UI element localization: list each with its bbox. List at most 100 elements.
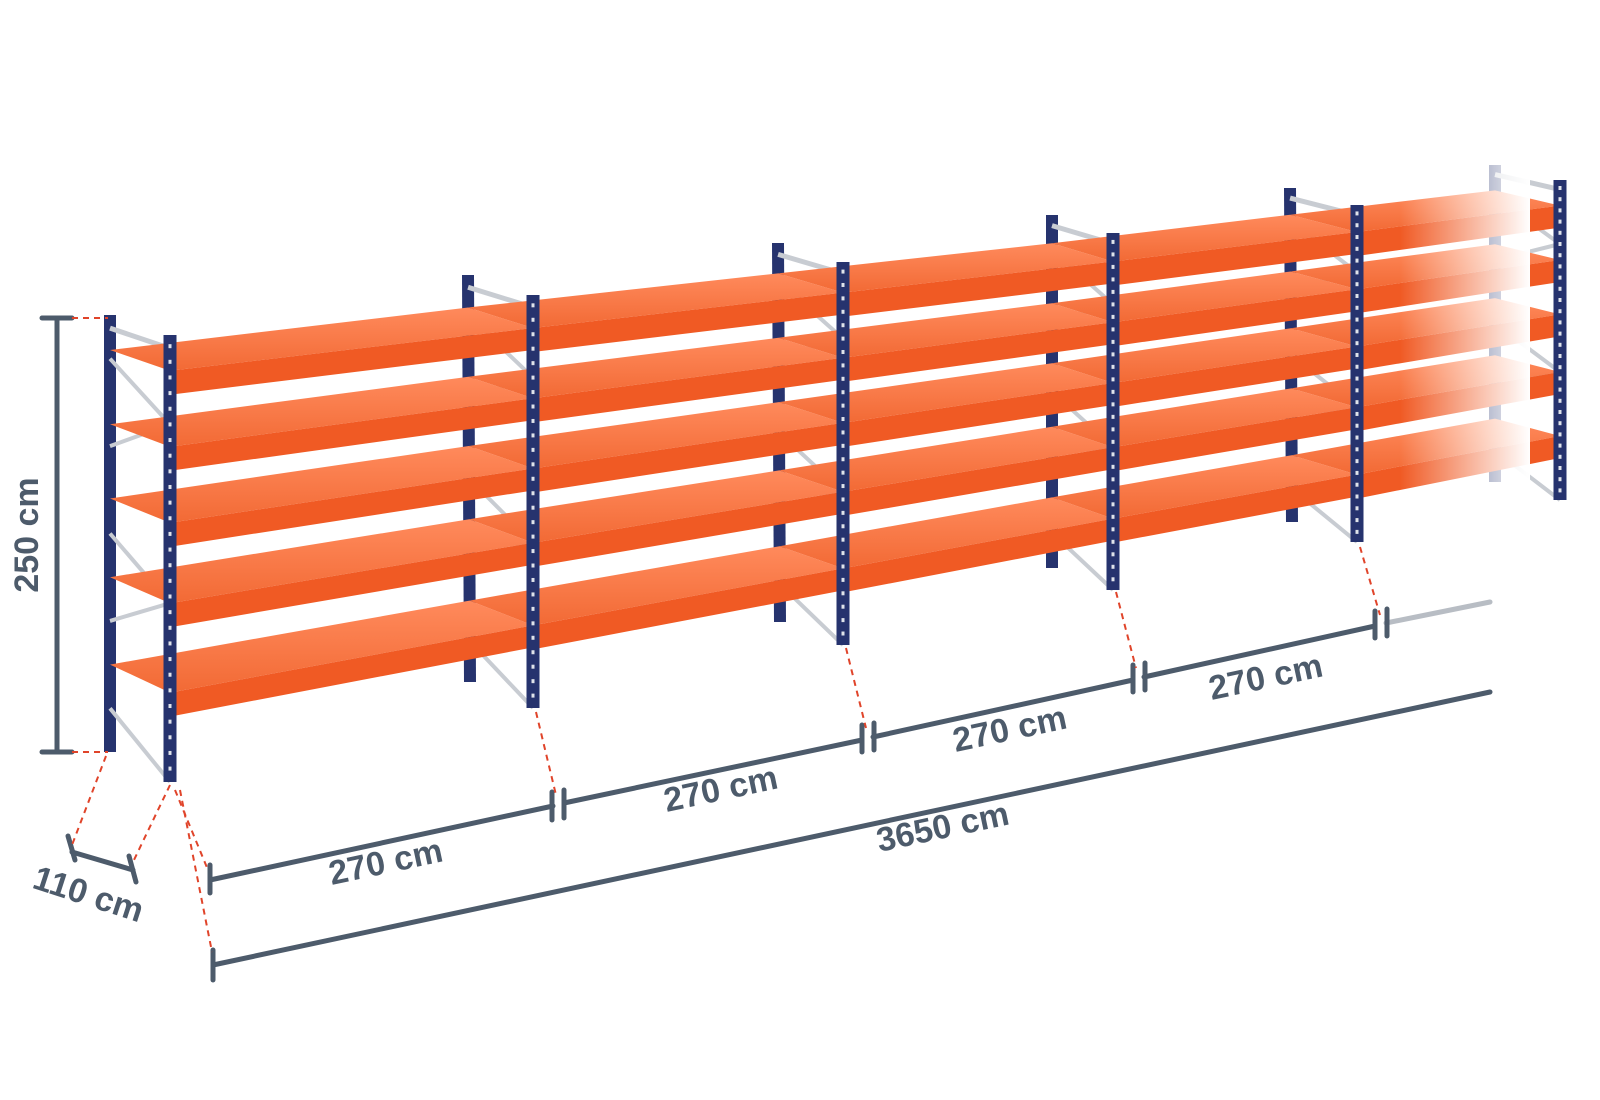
shelf-beam <box>170 625 533 717</box>
upright-hole <box>1558 186 1562 190</box>
upright-hole <box>841 457 845 462</box>
upright-hole <box>1111 452 1115 457</box>
upright-hole <box>1558 477 1562 482</box>
upright-hole <box>168 453 172 458</box>
upright-hole <box>168 625 172 630</box>
upright-hole <box>1355 282 1359 287</box>
upright-hole <box>1558 286 1562 291</box>
shelf-deck <box>779 497 1113 569</box>
upright-hole <box>841 443 845 448</box>
upright-hole <box>531 664 535 669</box>
upright-hole <box>1355 529 1359 534</box>
upright-hole <box>1558 253 1562 258</box>
upright-hole <box>168 516 172 521</box>
shelf-deck <box>468 273 843 329</box>
depth-dimension: 110 cm <box>29 755 171 930</box>
upright-hole <box>1355 352 1359 357</box>
shelf-beam <box>170 542 533 628</box>
upright-hole <box>1558 320 1562 325</box>
fade-overlay <box>1400 150 1530 670</box>
shelf-deck <box>1052 388 1357 448</box>
upright-hole <box>841 484 845 489</box>
upright-hole <box>531 447 535 452</box>
upright-hole <box>1355 223 1359 228</box>
upright-hole <box>841 403 845 408</box>
upright-hole <box>168 359 172 364</box>
height-label: 250 cm <box>8 477 46 592</box>
upright-hole <box>1111 527 1115 532</box>
upright-hole <box>531 462 535 467</box>
shelf-beam <box>533 568 843 650</box>
shelf-deck <box>1052 214 1357 262</box>
upright-hole <box>531 577 535 582</box>
shelf-deck <box>778 363 1113 423</box>
upright-hole <box>531 491 535 496</box>
shelf-deck <box>110 445 533 523</box>
upright-hole <box>168 391 172 396</box>
upright-hole <box>531 361 535 366</box>
upright-hole <box>1111 302 1115 307</box>
upright-hole <box>841 323 845 328</box>
upright-hole <box>168 547 172 552</box>
upright-hole <box>841 350 845 355</box>
shelf-deck <box>110 307 533 371</box>
upright-hole <box>1355 341 1359 346</box>
upright-hole <box>1355 317 1359 322</box>
upright-hole <box>841 430 845 435</box>
upright-hole <box>841 497 845 502</box>
shelf-beam <box>843 261 1113 317</box>
upright-hole <box>168 563 172 568</box>
upright-hole <box>1355 293 1359 298</box>
shelf-beam <box>843 322 1113 382</box>
upright-hole <box>1558 298 1562 302</box>
shelf-deck <box>1052 328 1357 383</box>
upright-hole <box>1111 339 1115 344</box>
upright-hole <box>1355 423 1359 428</box>
upright-hole <box>1111 277 1115 282</box>
upright-hole <box>1355 376 1359 381</box>
upright-hole <box>531 606 535 611</box>
upright-hole <box>168 657 172 662</box>
upright-hole <box>531 317 535 322</box>
upright-hole <box>168 594 172 599</box>
upright-hole <box>841 591 845 596</box>
upright-hole <box>1355 494 1359 499</box>
total-label: 3650 cm <box>873 795 1012 860</box>
upright-hole <box>1355 235 1359 240</box>
upright-hole <box>1111 489 1115 494</box>
shelf-deck <box>469 546 843 626</box>
upright-hole <box>531 505 535 510</box>
brace <box>108 357 172 426</box>
upright-hole <box>531 418 535 423</box>
upright-hole <box>531 549 535 554</box>
shelf-beam <box>533 422 843 493</box>
upright-hole <box>1355 482 1359 487</box>
upright-hole <box>1355 400 1359 405</box>
upright-hole <box>1355 518 1359 523</box>
upright-hole <box>841 376 845 381</box>
shelf-deck <box>110 600 533 693</box>
upright-hole <box>1558 208 1562 213</box>
upright-hole <box>1558 230 1562 235</box>
upright-hole <box>841 524 845 529</box>
upright-hole <box>531 433 535 438</box>
upright-hole <box>1111 577 1115 582</box>
upright-hole <box>1355 305 1359 310</box>
upright-hole <box>1111 477 1115 482</box>
upright-hole <box>841 296 845 301</box>
upright-hole <box>1111 427 1115 432</box>
shelf-deck <box>468 337 843 399</box>
upright-hole <box>1111 289 1115 294</box>
upright-hole <box>1111 414 1115 419</box>
upright-hole <box>1558 410 1562 414</box>
upright-hole <box>168 766 172 771</box>
upright-hole <box>1111 264 1115 269</box>
brace <box>108 707 172 784</box>
shelf-deck <box>1052 271 1357 323</box>
upright-hole <box>531 635 535 640</box>
upright-hole <box>1558 197 1562 202</box>
upright-hole <box>1111 514 1115 519</box>
upright-hole <box>841 417 845 422</box>
upright-hole <box>1558 342 1562 347</box>
